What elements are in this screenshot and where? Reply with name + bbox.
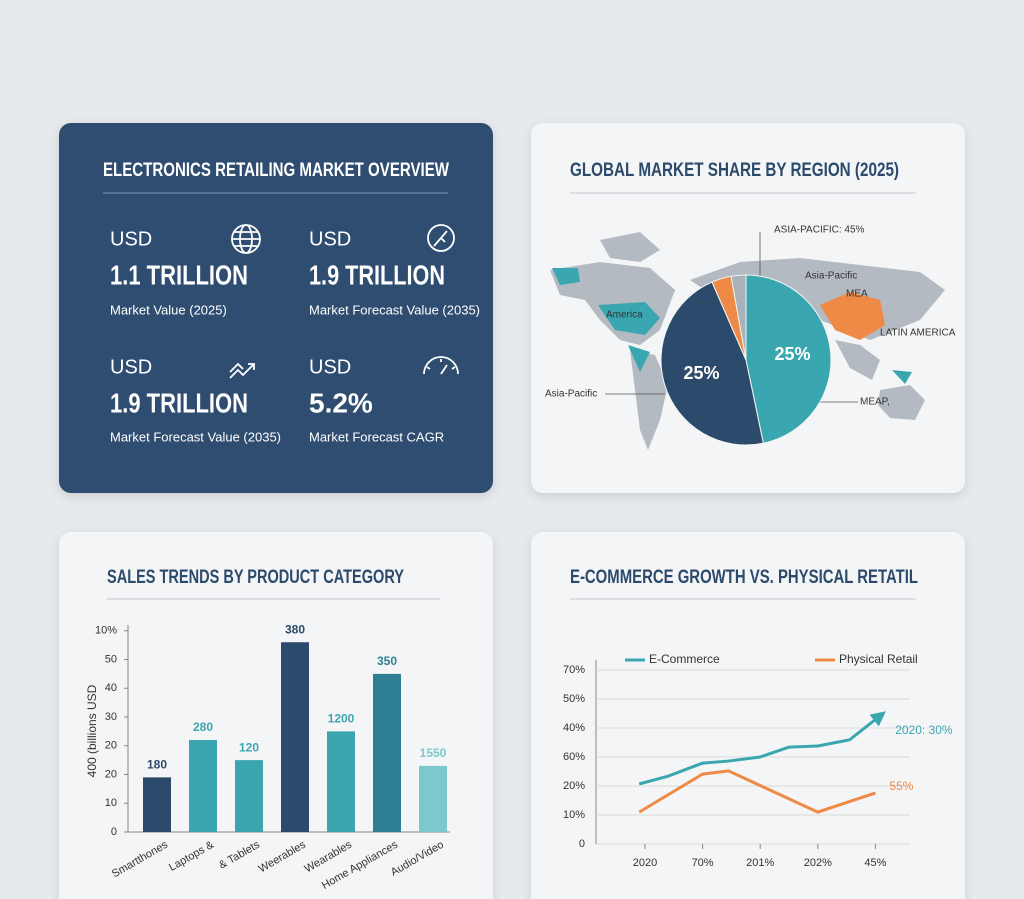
chart-title: E-COMMERCE GROWTH VS. PHYSICAL RETATIL <box>570 567 918 588</box>
map-label: MEA <box>846 289 868 300</box>
kpi-label: Market Forecast CAGR <box>309 429 444 444</box>
y-tick-label: 50% <box>563 693 585 705</box>
bar <box>419 765 447 832</box>
bar-annotation: 180 <box>147 758 167 772</box>
map-label: America <box>606 310 643 321</box>
map-highlights <box>552 268 912 384</box>
bar-annotation: 1550 <box>420 746 447 760</box>
overview-title: ELECTRONICS RETAILING MARKET OVERVIEW <box>103 160 449 181</box>
x-tick-label: 2020 <box>633 857 657 869</box>
kpis: USD 1.1 TRILLION Market Value (2025) USD… <box>110 228 480 444</box>
y-tick-label: 40% <box>563 722 585 734</box>
y-tick-label: 40 <box>105 682 117 694</box>
kpi-value: 1.9 TRILLION <box>110 387 248 418</box>
line-card <box>531 532 965 899</box>
bar <box>143 777 171 832</box>
map-label: ASIA-PACIFIC: 45% <box>774 225 865 236</box>
map-label: LATIN AMERICA <box>880 328 956 339</box>
series-line <box>638 711 886 786</box>
x-tick-label: 45% <box>864 857 886 869</box>
pie-slice <box>660 281 764 446</box>
line-annotation: 55% <box>889 779 913 793</box>
y-axis-label: 400 (billions USD <box>85 684 99 777</box>
kpi-icons <box>229 224 459 379</box>
kpi-label: Market Forecast Value (2035) <box>309 302 480 317</box>
y-tick-label: 20% <box>563 780 585 792</box>
bar <box>373 673 401 832</box>
bar-annotation: 380 <box>285 622 305 636</box>
bar <box>235 760 263 832</box>
x-tick-label: 70% <box>692 857 714 869</box>
kpi-unit: USD <box>309 228 351 250</box>
slice-label: 25% <box>774 344 810 364</box>
bar <box>189 740 217 832</box>
map-label: MEAP, <box>860 397 890 408</box>
pie: 25% 25% ASIA-PACIFIC: 45% Asia-Pacific MEA LA… <box>545 225 956 446</box>
map-label: Asia-Pacific <box>545 389 597 400</box>
y-tick-label: 30 <box>105 711 117 723</box>
map-label: Asia-Pacific <box>805 271 857 282</box>
x-tick-label: 202% <box>804 857 832 869</box>
line-chart: 0 10% 20% 60% 40% 50% 70% 2020 70% 201% 202% 45% E-C… <box>563 652 953 869</box>
slice-label: 25% <box>683 363 719 383</box>
bar-annotation: 120 <box>239 740 259 754</box>
pie-slice <box>730 274 747 361</box>
kpi-unit: USD <box>110 356 152 378</box>
y-tick-label: 20 <box>105 740 117 752</box>
x-tick-label: 201% <box>746 857 774 869</box>
bar-annotation: 1200 <box>328 712 355 726</box>
kpi-unit: USD <box>309 356 351 378</box>
y-tick-label: 10 <box>105 797 117 809</box>
pie-slice <box>745 274 832 444</box>
y-tick-label: 0 <box>111 826 117 838</box>
y-tick-label: 10% <box>563 809 585 821</box>
kpi-value: 1.9 TRILLION <box>309 259 445 290</box>
bar <box>281 642 309 832</box>
bar-annotation: 350 <box>377 654 397 668</box>
y-tick-label: 20 <box>105 768 117 780</box>
chart-title: GLOBAL MARKET SHARE BY REGION (2025) <box>570 160 899 181</box>
bar <box>327 731 355 832</box>
line-annotation: 2020: 30% <box>895 723 953 737</box>
legend-label: E-Commerce <box>649 652 720 666</box>
kpi-label: Market Value (2025) <box>110 302 227 317</box>
chart-title: SALES TRENDS BY PRODUCT CATEGORY <box>107 567 404 588</box>
y-tick-label: 50 <box>105 653 117 665</box>
y-tick-label: 60% <box>563 751 585 763</box>
kpi-value: 5.2% <box>309 387 373 418</box>
series-line <box>638 769 876 814</box>
kpi-label: Market Forecast Value (2035) <box>110 429 281 444</box>
y-tick-label: 70% <box>563 664 585 676</box>
y-tick-label: 0 <box>579 838 585 850</box>
bar-annotation: 280 <box>193 720 213 734</box>
overview-card <box>59 123 493 493</box>
y-tick-label: 10% <box>95 625 117 637</box>
legend-label: Physical Retail <box>839 652 918 666</box>
kpi-value: 1.1 TRILLION <box>110 259 248 290</box>
kpi-unit: USD <box>110 228 152 250</box>
